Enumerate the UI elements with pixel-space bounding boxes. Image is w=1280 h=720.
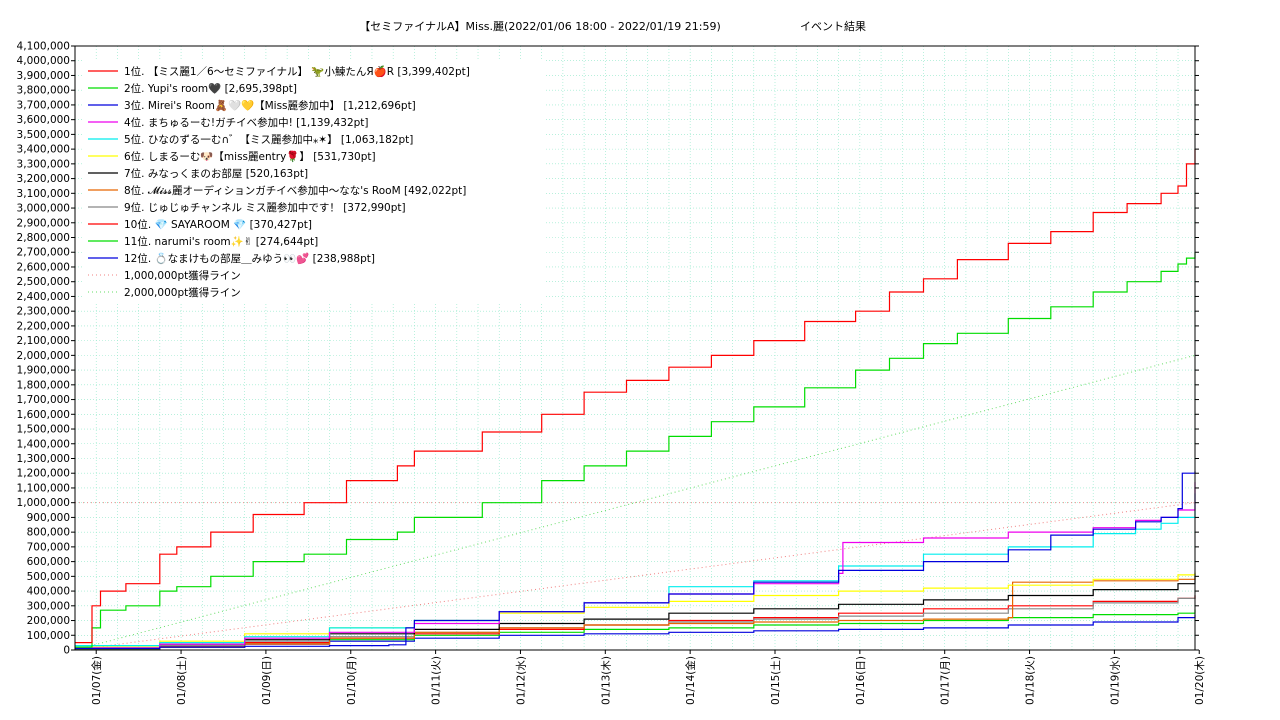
y-axis: 0 100,000 200,000 300,000 400,000 500,000 600,…: [17, 41, 1199, 657]
y-tick-label: 2,600,000: [17, 261, 70, 273]
legend-entry: 2位. Yupi's room🖤 [2,695,398pt]: [124, 82, 297, 95]
y-tick-label: 500,000: [27, 571, 70, 583]
y-tick-label: 700,000: [27, 541, 70, 553]
x-tick-label: 01/19(水): [1109, 656, 1121, 705]
legend-entry: 6位. しまるーむ🐶【miss麗entry🌹】 [531,730pt]: [124, 150, 376, 163]
y-tick-label: 2,100,000: [17, 335, 70, 347]
x-tick-label: 01/11(火): [431, 656, 443, 705]
y-tick-label: 3,200,000: [17, 173, 70, 185]
y-tick-label: 3,000,000: [17, 203, 70, 215]
series-line: [75, 471, 1196, 650]
series-lines: [75, 149, 1196, 650]
legend-entry: 9位. じゅじゅチャンネル ミス麗参加中です！ [372,990pt]: [124, 201, 406, 214]
series-line: [75, 571, 1196, 648]
y-tick-label: 2,800,000: [17, 232, 70, 244]
chart-subtitle: イベント結果: [800, 19, 866, 33]
legend-entry: 10位. 💎 SAYAROOM 💎 [370,427pt]: [124, 218, 312, 231]
x-tick-label: 01/15(土): [769, 656, 782, 705]
plot-area-frame: [74, 45, 1196, 651]
y-tick-label: 2,700,000: [17, 247, 70, 259]
y-tick-label: 2,300,000: [17, 306, 70, 318]
x-tick-label: 01/16(日): [855, 656, 867, 705]
y-tick-label: 2,400,000: [17, 291, 70, 303]
y-tick-label: 1,500,000: [17, 424, 70, 436]
y-tick-label: 1,300,000: [17, 453, 70, 465]
y-tick-label: 100,000: [27, 630, 70, 642]
series-line: [75, 493, 1196, 647]
y-tick-label: 3,800,000: [17, 85, 70, 97]
y-tick-label: 4,000,000: [17, 55, 70, 67]
y-tick-label: 3,300,000: [17, 158, 70, 170]
series-line: [75, 577, 1196, 650]
legend-entry: 12位. 💍なまけもの部屋＿みゆう👀💕 [238,988pt]: [124, 252, 375, 265]
y-tick-label: 1,700,000: [17, 394, 70, 406]
legend-entry: 3位. Mirei's Room🧸🤍💛【Miss麗参加中】 [1,212,696…: [124, 99, 416, 112]
y-tick-label: 1,100,000: [17, 482, 70, 494]
x-tick-label: 01/14(金): [684, 656, 697, 705]
x-tick-label: 01/18(火): [1025, 656, 1037, 705]
y-tick-label: 400,000: [27, 586, 70, 598]
y-tick-label: 1,900,000: [17, 365, 70, 377]
legend-entry: 7位. みなっくまのお部屋 [520,163pt]: [124, 167, 308, 180]
series-line: [75, 149, 1196, 644]
y-tick-label: 300,000: [27, 600, 70, 612]
legend-entry: 8位. 𝓜𝓲𝓼𝓼麗オーディションガチイベ参加中〜なな's RooM [492,0…: [124, 184, 466, 197]
legend-entry: 2,000,000pt獲得ライン: [124, 286, 241, 299]
y-tick-label: 2,500,000: [17, 276, 70, 288]
y-tick-label: 800,000: [27, 527, 70, 539]
series-line: [75, 573, 1196, 648]
x-tick-label: 01/12(水): [515, 656, 527, 705]
series-line: [75, 482, 1196, 649]
y-tick-label: 3,500,000: [17, 129, 70, 141]
y-tick-label: 3,700,000: [17, 99, 70, 111]
y-tick-label: 3,100,000: [17, 188, 70, 200]
y-tick-label: 600,000: [27, 556, 70, 568]
reference-lines: [74, 354, 1196, 651]
y-tick-label: 2,000,000: [17, 350, 70, 362]
legend-entry: 5位. ひなのずる一む∩゛【ミス麗参加中⁎✶】 [1,063,182pt]: [124, 133, 413, 146]
legend-entry: 1位. 【ミス麗1／6〜セミファイナル】 🦖小鰊たんЯ🍎R [3,399,402…: [124, 65, 470, 78]
y-tick-label: 3,900,000: [17, 70, 70, 82]
y-tick-label: 1,400,000: [17, 438, 70, 450]
y-tick-label: 1,000,000: [17, 497, 70, 509]
x-tick-label: 01/07(金): [90, 656, 103, 705]
series-line: [75, 609, 1196, 650]
y-tick-label: 200,000: [27, 615, 70, 627]
x-tick-label: 01/17(月): [940, 656, 952, 705]
x-tick-label: 01/20(木): [1194, 656, 1206, 705]
y-tick-label: 1,200,000: [17, 468, 70, 480]
series-line: [75, 252, 1196, 648]
x-axis: 01/07(金) 01/08(土) 01/09(日) 01/10(月) 01/11(火)…: [90, 650, 1206, 705]
x-tick-label: 01/13(木): [600, 656, 612, 705]
y-tick-label: 1,600,000: [17, 409, 70, 421]
chart-title: 【セミファイナルA】Miss.麗(2022/01/06 18:00 - 2022…: [359, 20, 721, 33]
y-tick-label: 2,200,000: [17, 320, 70, 332]
reference-line: [74, 502, 1196, 651]
y-tick-label: 0: [63, 645, 70, 657]
x-tick-label: 01/08(土): [175, 656, 188, 705]
y-tick-label: 900,000: [27, 512, 70, 524]
legend-entry: 1,000,000pt獲得ライン: [124, 269, 241, 282]
y-tick-label: 3,600,000: [17, 114, 70, 126]
y-tick-label: 4,100,000: [17, 41, 70, 53]
series-line: [75, 595, 1196, 650]
y-tick-label: 3,400,000: [17, 144, 70, 156]
legend-box: [82, 60, 544, 304]
legend-entry: 4位. まちゅるーむ!ガチイベ参加中! [1,139,432pt]: [124, 116, 369, 129]
x-tick-label: 01/10(月): [346, 656, 358, 705]
legend: 1位. 【ミス麗1／6〜セミファイナル】 🦖小鰊たんЯ🍎R [3,399,402…: [82, 60, 544, 304]
y-tick-label: 2,900,000: [17, 217, 70, 229]
y-tick-label: 1,800,000: [17, 379, 70, 391]
x-tick-label: 01/09(日): [261, 656, 273, 705]
legend-entry: 11位. narumi's room✨✌ [274,644pt]: [124, 235, 318, 248]
